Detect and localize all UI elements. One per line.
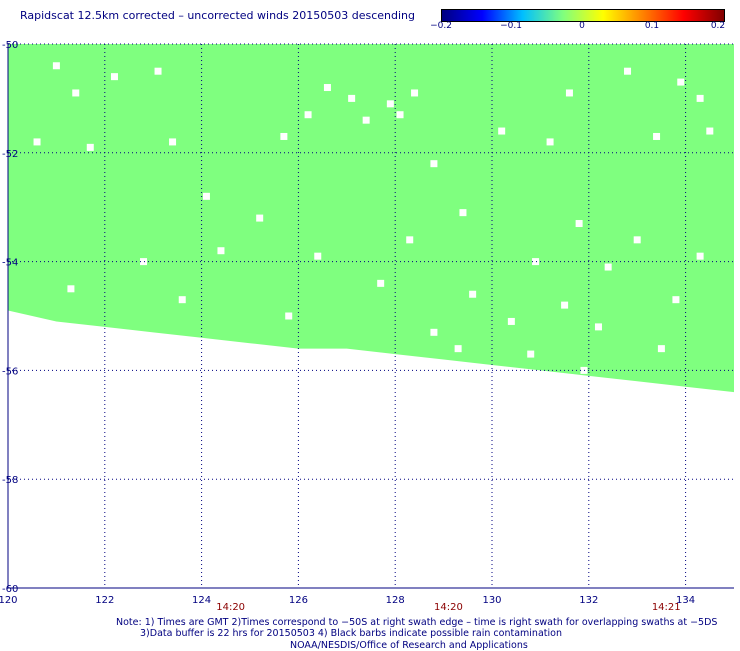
missing-data-cell	[459, 209, 467, 217]
missing-data-cell	[323, 84, 331, 92]
missing-data-cell	[377, 279, 385, 287]
missing-data-cell	[430, 160, 438, 168]
missing-data-cell	[624, 67, 632, 75]
missing-data-cell	[653, 132, 661, 140]
missing-data-cell	[657, 345, 665, 353]
missing-data-cell	[706, 127, 714, 135]
x-tick-label: 134	[676, 595, 695, 606]
x-tick-label: 122	[95, 595, 114, 606]
missing-data-cell	[469, 290, 477, 298]
footer-credit: NOAA/NESDIS/Office of Research and Appli…	[290, 640, 528, 651]
x-tick-label: 128	[386, 595, 405, 606]
colorbar-tick-label: −0.2	[430, 21, 452, 31]
missing-data-cell	[314, 252, 322, 260]
missing-data-cell	[406, 236, 414, 244]
data-swath	[8, 44, 734, 393]
colorbar	[441, 9, 725, 22]
footer-note-2: 3)Data buffer is 22 hrs for 20150503 4) …	[140, 628, 562, 639]
x-tick-label: 120	[0, 595, 18, 606]
colorbar-tick-label: −0.1	[500, 21, 522, 31]
missing-data-cell	[696, 94, 704, 102]
missing-data-cell	[507, 317, 515, 325]
missing-data-cell	[33, 138, 41, 146]
x-tick-label: 126	[289, 595, 308, 606]
missing-data-cell	[348, 94, 356, 102]
missing-data-cell	[430, 328, 438, 336]
time-label: 14:20	[216, 602, 245, 613]
y-tick-label: -54	[2, 258, 18, 269]
y-tick-label: -60	[2, 584, 18, 595]
time-label: 14:21	[652, 602, 681, 613]
missing-data-cell	[217, 247, 225, 255]
missing-data-cell	[527, 350, 535, 358]
missing-data-cell	[52, 62, 60, 70]
missing-data-cell	[72, 89, 80, 97]
missing-data-cell	[86, 143, 94, 151]
missing-data-cell	[280, 132, 288, 140]
missing-data-cell	[256, 214, 264, 222]
missing-data-cell	[110, 73, 118, 81]
colorbar-tick-label: 0.1	[644, 21, 660, 31]
missing-data-cell	[594, 323, 602, 331]
y-tick-label: -58	[2, 475, 18, 486]
missing-data-cell	[202, 192, 210, 200]
missing-data-cell	[498, 127, 506, 135]
missing-data-cell	[677, 78, 685, 86]
missing-data-cell	[154, 67, 162, 75]
chart-title: Rapidscat 12.5km corrected – uncorrected…	[20, 9, 416, 22]
missing-data-cell	[672, 296, 680, 304]
missing-data-cell	[696, 252, 704, 260]
missing-data-cell	[546, 138, 554, 146]
y-tick-label: -50	[2, 40, 18, 51]
x-tick-label: 130	[482, 595, 501, 606]
x-tick-label: 132	[579, 595, 598, 606]
missing-data-cell	[285, 312, 293, 320]
colorbar-tick-label: 0	[579, 21, 585, 31]
missing-data-cell	[411, 89, 419, 97]
missing-data-cell	[454, 345, 462, 353]
missing-data-cell	[580, 366, 588, 374]
missing-data-cell	[362, 116, 370, 124]
missing-data-cell	[140, 258, 148, 266]
missing-data-cell	[169, 138, 177, 146]
missing-data-cell	[604, 263, 612, 271]
missing-data-cell	[575, 220, 583, 228]
missing-data-cell	[386, 100, 394, 108]
y-tick-label: -56	[2, 366, 18, 377]
missing-data-cell	[565, 89, 573, 97]
missing-data-cell	[561, 301, 569, 309]
colorbar-tick-label: 0.2	[710, 21, 726, 31]
missing-data-cell	[396, 111, 404, 119]
footer-note-1: Note: 1) Times are GMT 2)Times correspon…	[116, 617, 718, 628]
missing-data-cell	[532, 258, 540, 266]
missing-data-cell	[178, 296, 186, 304]
missing-data-cell	[304, 111, 312, 119]
missing-data-cell	[67, 285, 75, 293]
x-tick-label: 124	[192, 595, 211, 606]
time-label: 14:20	[434, 602, 463, 613]
missing-data-cell	[633, 236, 641, 244]
y-tick-label: -52	[2, 149, 18, 160]
